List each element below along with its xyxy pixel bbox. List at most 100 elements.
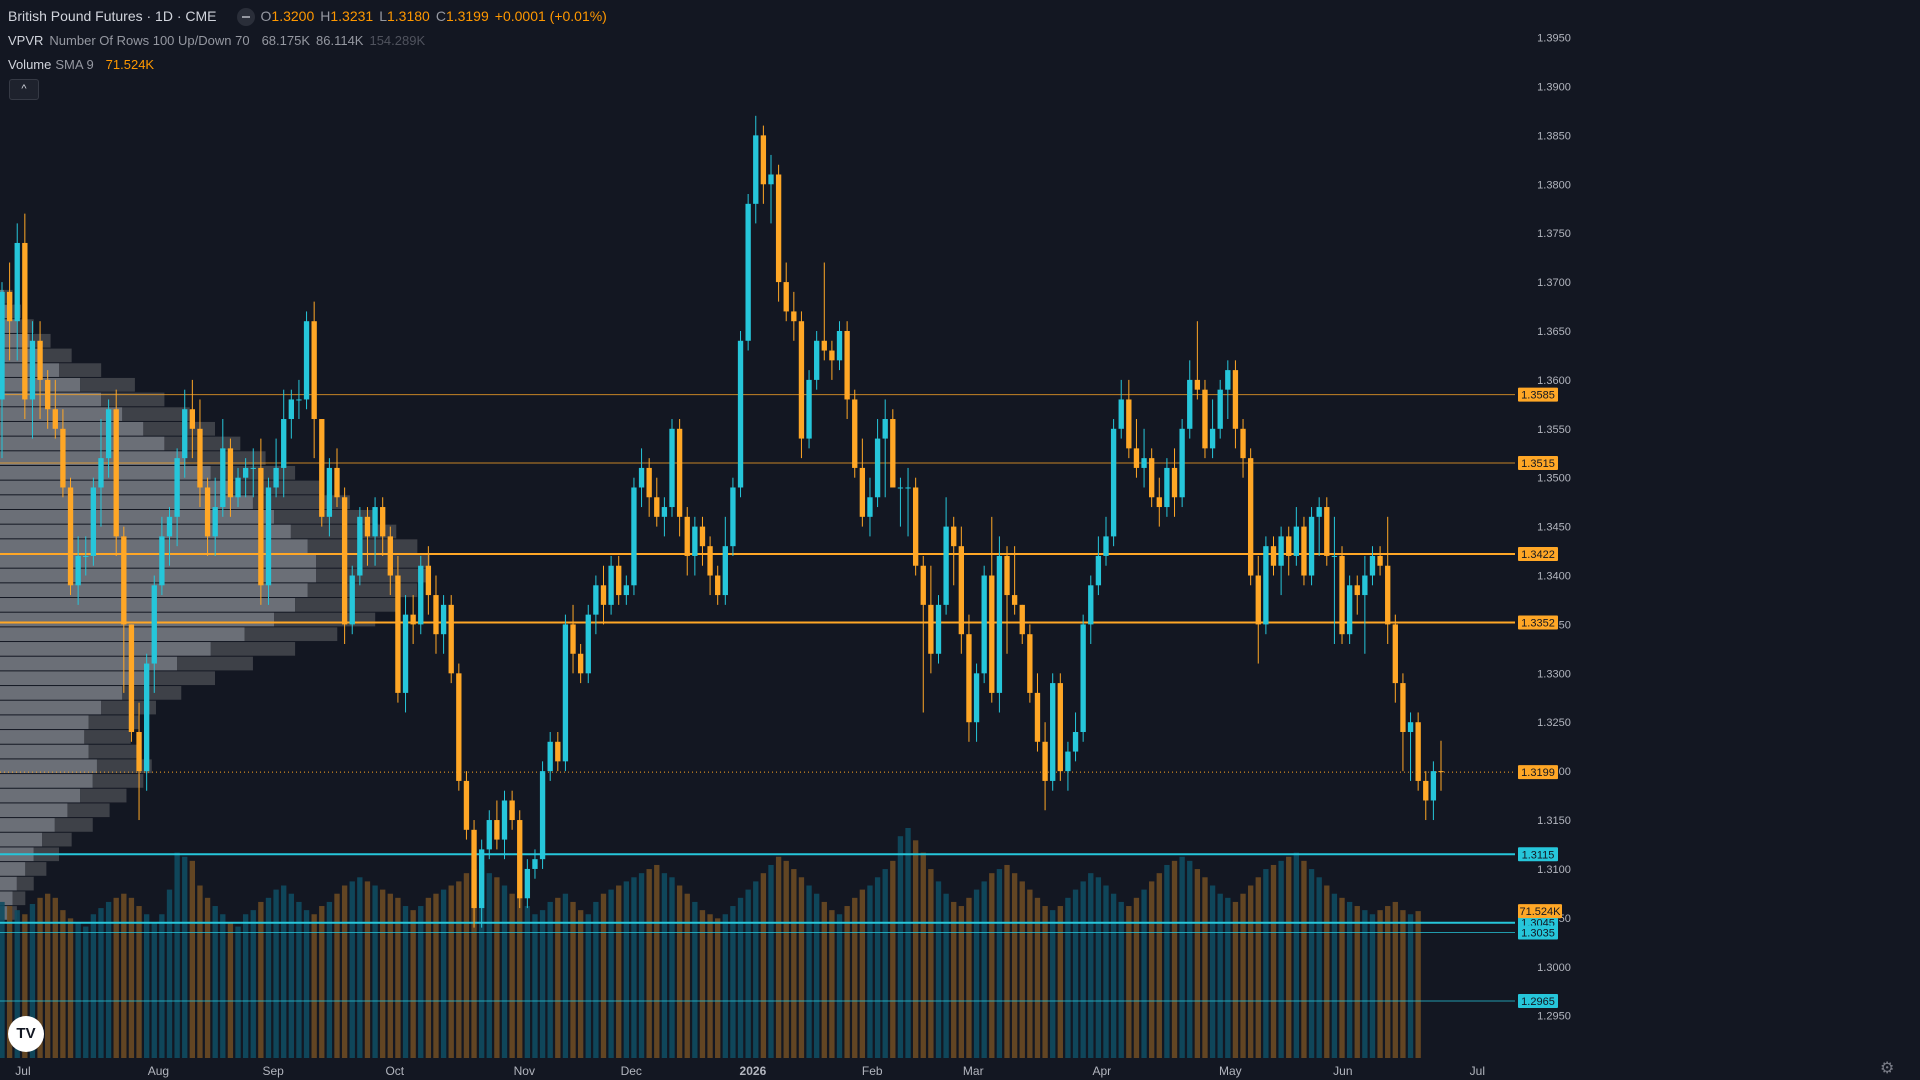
candle-body[interactable] [951,526,957,547]
candle-body[interactable] [90,487,97,556]
candle-body[interactable] [1369,555,1376,576]
candle-body[interactable] [98,458,104,488]
candle-body[interactable] [844,330,850,400]
candle-body[interactable] [798,321,805,439]
candle-body[interactable] [692,526,698,556]
candle-body[interactable] [699,526,706,547]
candle-body[interactable] [357,516,363,576]
candle-body[interactable] [715,575,721,596]
candle-body[interactable] [395,575,401,693]
candle-body[interactable] [1339,555,1345,635]
candle-body[interactable] [479,849,485,909]
candle-body[interactable] [418,565,424,625]
candle-body[interactable] [242,467,249,478]
candle-body[interactable] [585,614,591,674]
vpvr-name[interactable]: VPVR [8,33,44,48]
candle-body[interactable] [334,467,340,498]
candle-body[interactable] [463,780,470,830]
candle-body[interactable] [250,467,256,469]
candle-body[interactable] [966,634,972,723]
candle-body[interactable] [1065,751,1071,772]
candle-body[interactable] [6,291,13,322]
candle-body[interactable] [539,771,546,860]
candle-body[interactable] [1331,555,1338,557]
candle-body[interactable] [1232,370,1239,429]
candle-body[interactable] [159,536,165,586]
candle-body[interactable] [265,487,272,586]
candle-body[interactable] [1027,634,1033,693]
candle-body[interactable] [1110,428,1117,537]
candle-body[interactable] [380,507,386,537]
candle-body[interactable] [22,242,28,400]
candle-body[interactable] [113,409,119,537]
candle-body[interactable] [1050,683,1056,781]
candle-body[interactable] [456,673,462,781]
candle-body[interactable] [1354,585,1360,596]
candle-body[interactable] [372,507,378,537]
candle-body[interactable] [60,428,66,488]
candle-body[interactable] [136,732,142,772]
candle-body[interactable] [1247,458,1254,576]
candle-body[interactable] [296,399,302,401]
candle-body[interactable] [303,321,310,400]
candle-body[interactable] [349,575,355,625]
candle-body[interactable] [867,497,873,517]
candle-body[interactable] [646,467,652,498]
candle-body[interactable] [989,575,995,693]
candle-body[interactable] [1080,624,1086,733]
candle-body[interactable] [151,585,157,664]
candle-body[interactable] [562,624,569,762]
candle-body[interactable] [882,419,888,439]
candle-body[interactable] [638,467,645,488]
candle-body[interactable] [1209,428,1216,449]
candle-body[interactable] [524,868,531,899]
candle-body[interactable] [1019,604,1025,635]
tradingview-logo[interactable]: TV [8,1016,44,1052]
candle-body[interactable] [920,565,926,605]
candle-body[interactable] [1217,389,1223,429]
candle-body[interactable] [1225,370,1231,390]
candle-body[interactable] [1362,575,1368,596]
candle-body[interactable] [433,595,439,635]
candle-body[interactable] [220,448,226,508]
candle-body[interactable] [494,820,500,840]
candle-body[interactable] [676,428,683,517]
candle-body[interactable] [600,585,607,605]
candle-body[interactable] [768,174,774,185]
candle-body[interactable] [311,321,317,420]
candle-body[interactable] [890,419,896,488]
candle-body[interactable] [166,516,173,537]
candle-body[interactable] [105,409,112,459]
candle-body[interactable] [37,340,43,380]
candle-body[interactable] [760,135,767,185]
candle-body[interactable] [806,379,812,439]
candle-body[interactable] [1301,526,1307,576]
candle-body[interactable] [1156,497,1162,508]
candle-body[interactable] [143,663,150,772]
candle-body[interactable] [319,419,325,517]
candle-body[interactable] [1407,722,1414,733]
candle-body[interactable] [281,419,287,468]
candle-body[interactable] [753,135,759,204]
candle-body[interactable] [593,585,599,615]
candle-body[interactable] [1194,379,1201,390]
candle-body[interactable] [1164,467,1170,508]
candle-body[interactable] [1004,555,1010,596]
candle-body[interactable] [532,859,538,869]
candle-body[interactable] [1278,536,1284,566]
time-axis[interactable] [0,1060,1920,1080]
candle-body[interactable] [1034,692,1041,742]
candle-body[interactable] [448,604,454,674]
candle-body[interactable] [1415,722,1421,781]
candle-body[interactable] [1179,428,1185,498]
candle-body[interactable] [204,487,211,537]
candle-body[interactable] [189,409,196,429]
candle-body[interactable] [623,585,629,596]
candle-body[interactable] [1293,526,1300,556]
price-axis[interactable] [1515,0,1920,1080]
candle-body[interactable] [1187,379,1193,429]
candle-body[interactable] [1346,585,1353,635]
candle-body[interactable] [1141,458,1147,468]
candle-body[interactable] [996,555,1003,693]
